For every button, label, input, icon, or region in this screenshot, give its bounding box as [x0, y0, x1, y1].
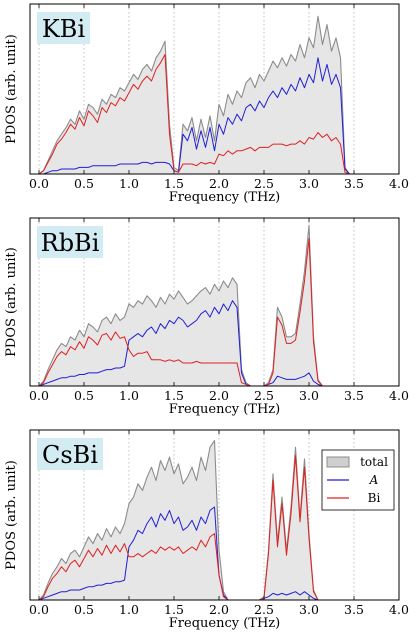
series-a-line	[38, 506, 327, 601]
compound-label: RbBi	[41, 229, 100, 257]
panel-1: 0.0 0.5 1.0 1.5 2.0 2.5 3.0 3.5 4.0 Frequency (TH…	[4, 3, 409, 205]
x-tick-label: 2.0	[209, 602, 229, 617]
legend-entry: A	[369, 473, 379, 487]
x-tick-label: 1.5	[164, 602, 184, 617]
compound-label: CsBi	[42, 441, 98, 469]
x-tick-label: 0.0	[29, 388, 49, 403]
legend-entry: total	[360, 455, 388, 469]
compound-label-box	[37, 12, 90, 44]
total-area	[39, 225, 327, 386]
y-axis-label: PDOS (arb. unit)	[4, 247, 19, 357]
x-tick-label: 2.5	[254, 602, 274, 617]
total-area	[39, 440, 327, 600]
x-tick-label: 1.5	[164, 176, 184, 191]
x-tick-label: 4.0	[389, 176, 409, 191]
x-tick-label: 2.0	[209, 388, 229, 403]
x-tick-label: 3.0	[299, 602, 319, 617]
x-tick-label: 1.0	[119, 176, 139, 191]
series-total-line	[38, 440, 327, 601]
x-tick-label: 2.5	[254, 388, 274, 403]
x-tick-label: 4.0	[389, 388, 409, 403]
compound-label: KBi	[42, 15, 86, 43]
series-total-line	[38, 15, 354, 175]
series-total-line	[38, 224, 327, 387]
x-tick-label: 1.0	[119, 602, 139, 617]
legend-entry: Bi	[368, 491, 381, 505]
x-tick-label: 3.5	[344, 602, 364, 617]
series-a-line	[38, 300, 327, 387]
x-tick-label: 1.0	[119, 388, 139, 403]
panel-3: 0.0 0.5 1.0 1.5 2.0 2.5 3.0 3.5 4.0 Frequency (TH…	[4, 429, 409, 631]
x-tick-label: 3.0	[299, 176, 319, 191]
x-tick-label: 0.0	[29, 176, 49, 191]
compound-label-box	[37, 438, 103, 470]
x-tick-label: 3.0	[299, 388, 319, 403]
series-bi-line	[38, 54, 354, 175]
axes-frame	[29, 3, 400, 175]
series-a-line	[39, 57, 354, 175]
x-axis-label: Frequency (THz)	[169, 402, 280, 417]
x-tick-label: 0.5	[74, 176, 94, 191]
x-tick-label: 4.0	[389, 602, 409, 617]
x-tick-label: 3.5	[344, 388, 364, 403]
total-area	[39, 16, 354, 174]
x-axis-label: Frequency (THz)	[169, 616, 280, 631]
series-bi-line	[38, 237, 327, 387]
panel-2: 0.0 0.5 1.0 1.5 2.0 2.5 3.0 3.5 4.0 Frequency (TH…	[4, 217, 409, 417]
x-tick-label: 0.5	[74, 602, 94, 617]
axes-frame	[29, 217, 400, 387]
x-tick-label: 3.5	[344, 176, 364, 191]
y-axis-label: PDOS (arb. unit)	[4, 34, 19, 144]
x-tick-label: 2.5	[254, 176, 274, 191]
compound-label-box	[37, 226, 103, 258]
x-tick-label: 1.5	[164, 388, 184, 403]
x-tick-label: 0.0	[29, 602, 49, 617]
axes-frame	[29, 429, 400, 601]
x-tick-label: 0.5	[74, 388, 94, 403]
x-tick-label: 2.0	[209, 176, 229, 191]
legend-swatch	[326, 456, 350, 468]
x-axis-label: Frequency (THz)	[169, 190, 280, 205]
series-bi-line	[38, 455, 327, 601]
y-axis-label: PDOS (arb. unit)	[4, 460, 19, 570]
